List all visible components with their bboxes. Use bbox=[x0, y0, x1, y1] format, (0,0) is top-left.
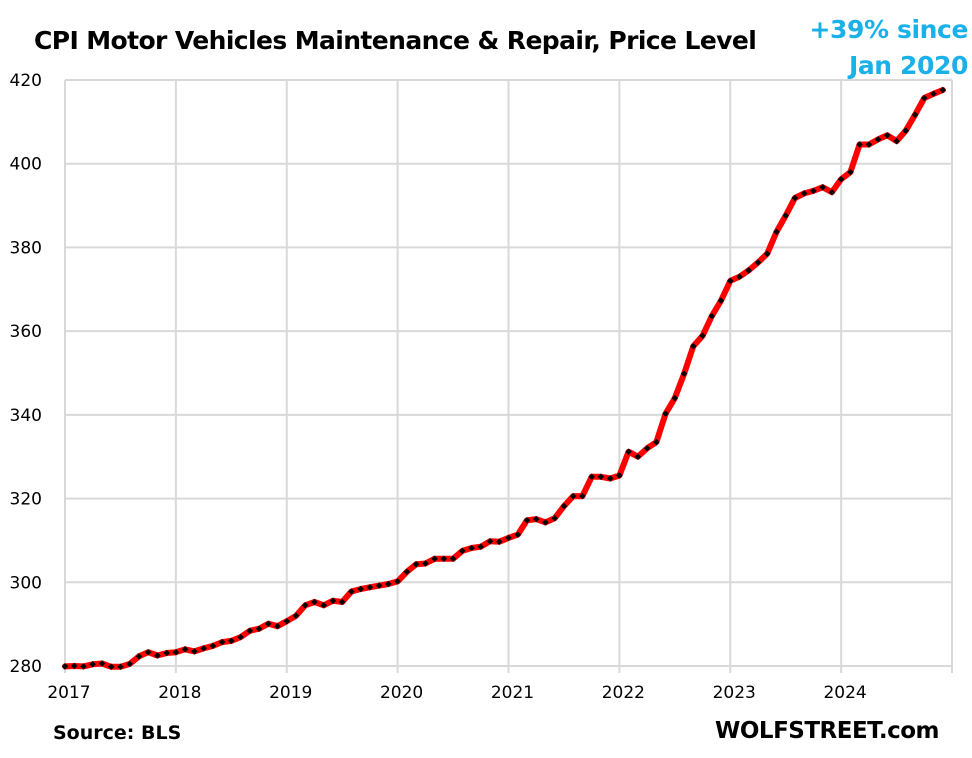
chart-annotation: +39% since Jan 2020 bbox=[809, 12, 968, 84]
data-point bbox=[412, 561, 420, 568]
data-point bbox=[569, 492, 577, 500]
data-point bbox=[754, 259, 762, 266]
data-point bbox=[246, 627, 254, 635]
data-point bbox=[292, 612, 300, 620]
x-tick-label: 2023 bbox=[713, 683, 756, 703]
x-tick-label: 2019 bbox=[269, 683, 312, 703]
data-point bbox=[588, 473, 595, 481]
source-label: Source: BLS bbox=[53, 722, 182, 744]
y-tick-label: 320 bbox=[10, 490, 42, 510]
data-point bbox=[727, 277, 734, 285]
annotation-line-1: +39% since bbox=[809, 15, 968, 44]
data-point bbox=[117, 663, 124, 671]
data-point bbox=[606, 475, 614, 482]
data-point bbox=[163, 649, 170, 657]
x-tick-label: 2020 bbox=[380, 683, 423, 703]
data-point bbox=[440, 555, 448, 563]
data-point bbox=[218, 638, 226, 646]
y-tick-label: 360 bbox=[10, 322, 42, 342]
data-point bbox=[486, 538, 494, 545]
data-point bbox=[144, 648, 152, 656]
data-point bbox=[736, 273, 743, 280]
data-point bbox=[422, 560, 429, 567]
y-tick-label: 400 bbox=[10, 155, 42, 175]
data-point bbox=[496, 538, 503, 545]
data-point bbox=[532, 515, 540, 523]
y-axis-ticks: 280 300 320 340 360 380 400 420 bbox=[10, 71, 42, 677]
data-point bbox=[717, 297, 725, 304]
series-layer bbox=[61, 86, 947, 671]
gridlines bbox=[64, 79, 953, 673]
data-point bbox=[514, 531, 522, 538]
data-point bbox=[385, 580, 392, 588]
data-point bbox=[357, 585, 364, 593]
data-point bbox=[819, 183, 826, 191]
x-tick-label: 2022 bbox=[602, 683, 645, 703]
data-point bbox=[643, 445, 651, 452]
data-point bbox=[902, 127, 910, 134]
data-point bbox=[874, 136, 882, 143]
data-point bbox=[274, 622, 281, 630]
data-point bbox=[394, 578, 401, 585]
data-point bbox=[708, 312, 716, 320]
data-point bbox=[431, 555, 438, 563]
y-tick-label: 340 bbox=[10, 406, 42, 426]
data-point bbox=[773, 228, 780, 236]
data-point bbox=[800, 190, 808, 197]
series-line bbox=[62, 87, 946, 670]
data-point bbox=[523, 517, 531, 524]
data-point bbox=[255, 625, 263, 632]
data-point bbox=[265, 620, 272, 627]
x-axis-ticks: 2017 2018 2019 2020 2021 2022 2023 2024 bbox=[47, 683, 866, 703]
data-point bbox=[311, 598, 318, 606]
data-point bbox=[329, 597, 337, 604]
data-point bbox=[449, 555, 457, 563]
data-point bbox=[237, 633, 244, 641]
y-tick-label: 300 bbox=[10, 573, 42, 593]
data-point bbox=[763, 250, 771, 257]
data-point bbox=[320, 602, 327, 609]
y-tick-label: 280 bbox=[10, 657, 42, 677]
data-point bbox=[597, 473, 605, 481]
x-tick-label: 2018 bbox=[158, 683, 201, 703]
data-point bbox=[403, 568, 411, 576]
data-point bbox=[283, 617, 291, 625]
data-point bbox=[348, 588, 355, 595]
data-point bbox=[338, 598, 346, 606]
data-point bbox=[745, 267, 752, 274]
data-point bbox=[782, 212, 789, 219]
data-point bbox=[616, 472, 623, 479]
data-point bbox=[366, 584, 374, 591]
data-point bbox=[98, 660, 106, 667]
data-point bbox=[690, 342, 697, 350]
x-tick-label: 2021 bbox=[491, 683, 534, 703]
data-point bbox=[662, 410, 669, 417]
data-point bbox=[625, 448, 632, 455]
data-point bbox=[671, 394, 679, 402]
data-point bbox=[477, 543, 485, 550]
data-point bbox=[375, 582, 383, 589]
x-tick-label: 2024 bbox=[823, 683, 866, 703]
data-point bbox=[893, 137, 900, 145]
annotation-line-2: Jan 2020 bbox=[848, 51, 968, 80]
data-point bbox=[680, 370, 688, 378]
data-point bbox=[71, 662, 78, 670]
data-point bbox=[699, 332, 706, 339]
data-point bbox=[181, 646, 189, 653]
y-tick-label: 420 bbox=[10, 71, 42, 91]
data-point bbox=[551, 514, 558, 522]
data-point bbox=[301, 602, 309, 609]
data-point bbox=[468, 544, 475, 552]
x-tick-label: 2017 bbox=[47, 683, 90, 703]
data-point bbox=[856, 141, 863, 148]
data-point bbox=[884, 132, 891, 139]
data-point bbox=[911, 111, 919, 118]
data-point bbox=[560, 502, 568, 510]
chart-title: CPI Motor Vehicles Maintenance & Repair,… bbox=[34, 26, 757, 55]
data-point bbox=[837, 175, 845, 183]
data-point bbox=[810, 187, 817, 195]
y-tick-label: 380 bbox=[10, 238, 42, 258]
brand-label: WOLFSTREET.com bbox=[715, 718, 940, 744]
